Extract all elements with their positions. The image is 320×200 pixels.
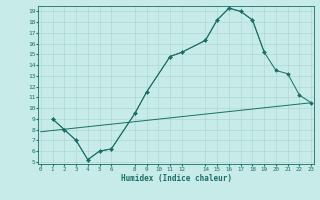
X-axis label: Humidex (Indice chaleur): Humidex (Indice chaleur) bbox=[121, 174, 231, 183]
